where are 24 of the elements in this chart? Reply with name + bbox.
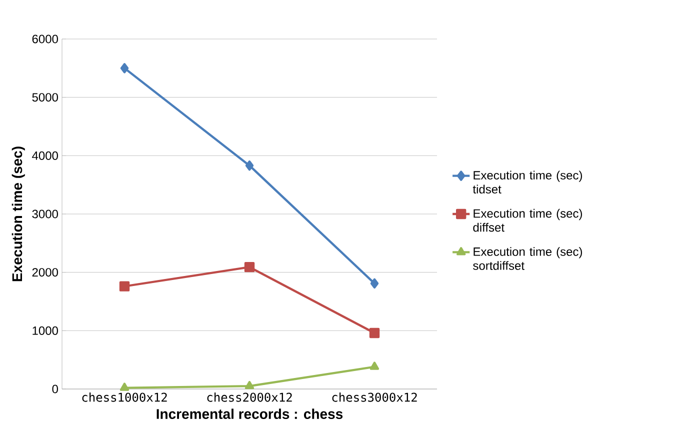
point <box>245 160 254 171</box>
x-tick-label: chess2000x12 <box>207 392 292 402</box>
y-tick-label: 0 <box>52 384 58 394</box>
point <box>369 328 380 338</box>
y-tick-label: 2000 <box>32 268 58 277</box>
legend-label: Execution time (sec) diffset <box>473 208 582 232</box>
x-axis-title: Incremental records : chess <box>156 408 343 419</box>
x-tick-label: chess1000x12 <box>82 392 167 402</box>
y-axis-title: Execution time (sec) <box>12 146 25 282</box>
point <box>120 382 130 391</box>
point <box>120 63 129 74</box>
point <box>244 262 255 272</box>
y-tick-label: 3000 <box>32 210 58 218</box>
point <box>119 281 130 292</box>
point <box>370 362 380 370</box>
x-tick-label: chess3000x12 <box>332 392 417 402</box>
y-tick-label: 1000 <box>32 326 58 335</box>
y-tick-label: 6000 <box>32 34 58 44</box>
legend-label: Execution time (sec) sortdiffset <box>473 247 582 270</box>
y-tick-label: 5000 <box>32 93 58 102</box>
point <box>244 380 254 390</box>
legend-label: Execution time (sec) tidset <box>472 170 582 194</box>
point <box>370 278 379 289</box>
y-tick-label: 4000 <box>32 151 58 160</box>
